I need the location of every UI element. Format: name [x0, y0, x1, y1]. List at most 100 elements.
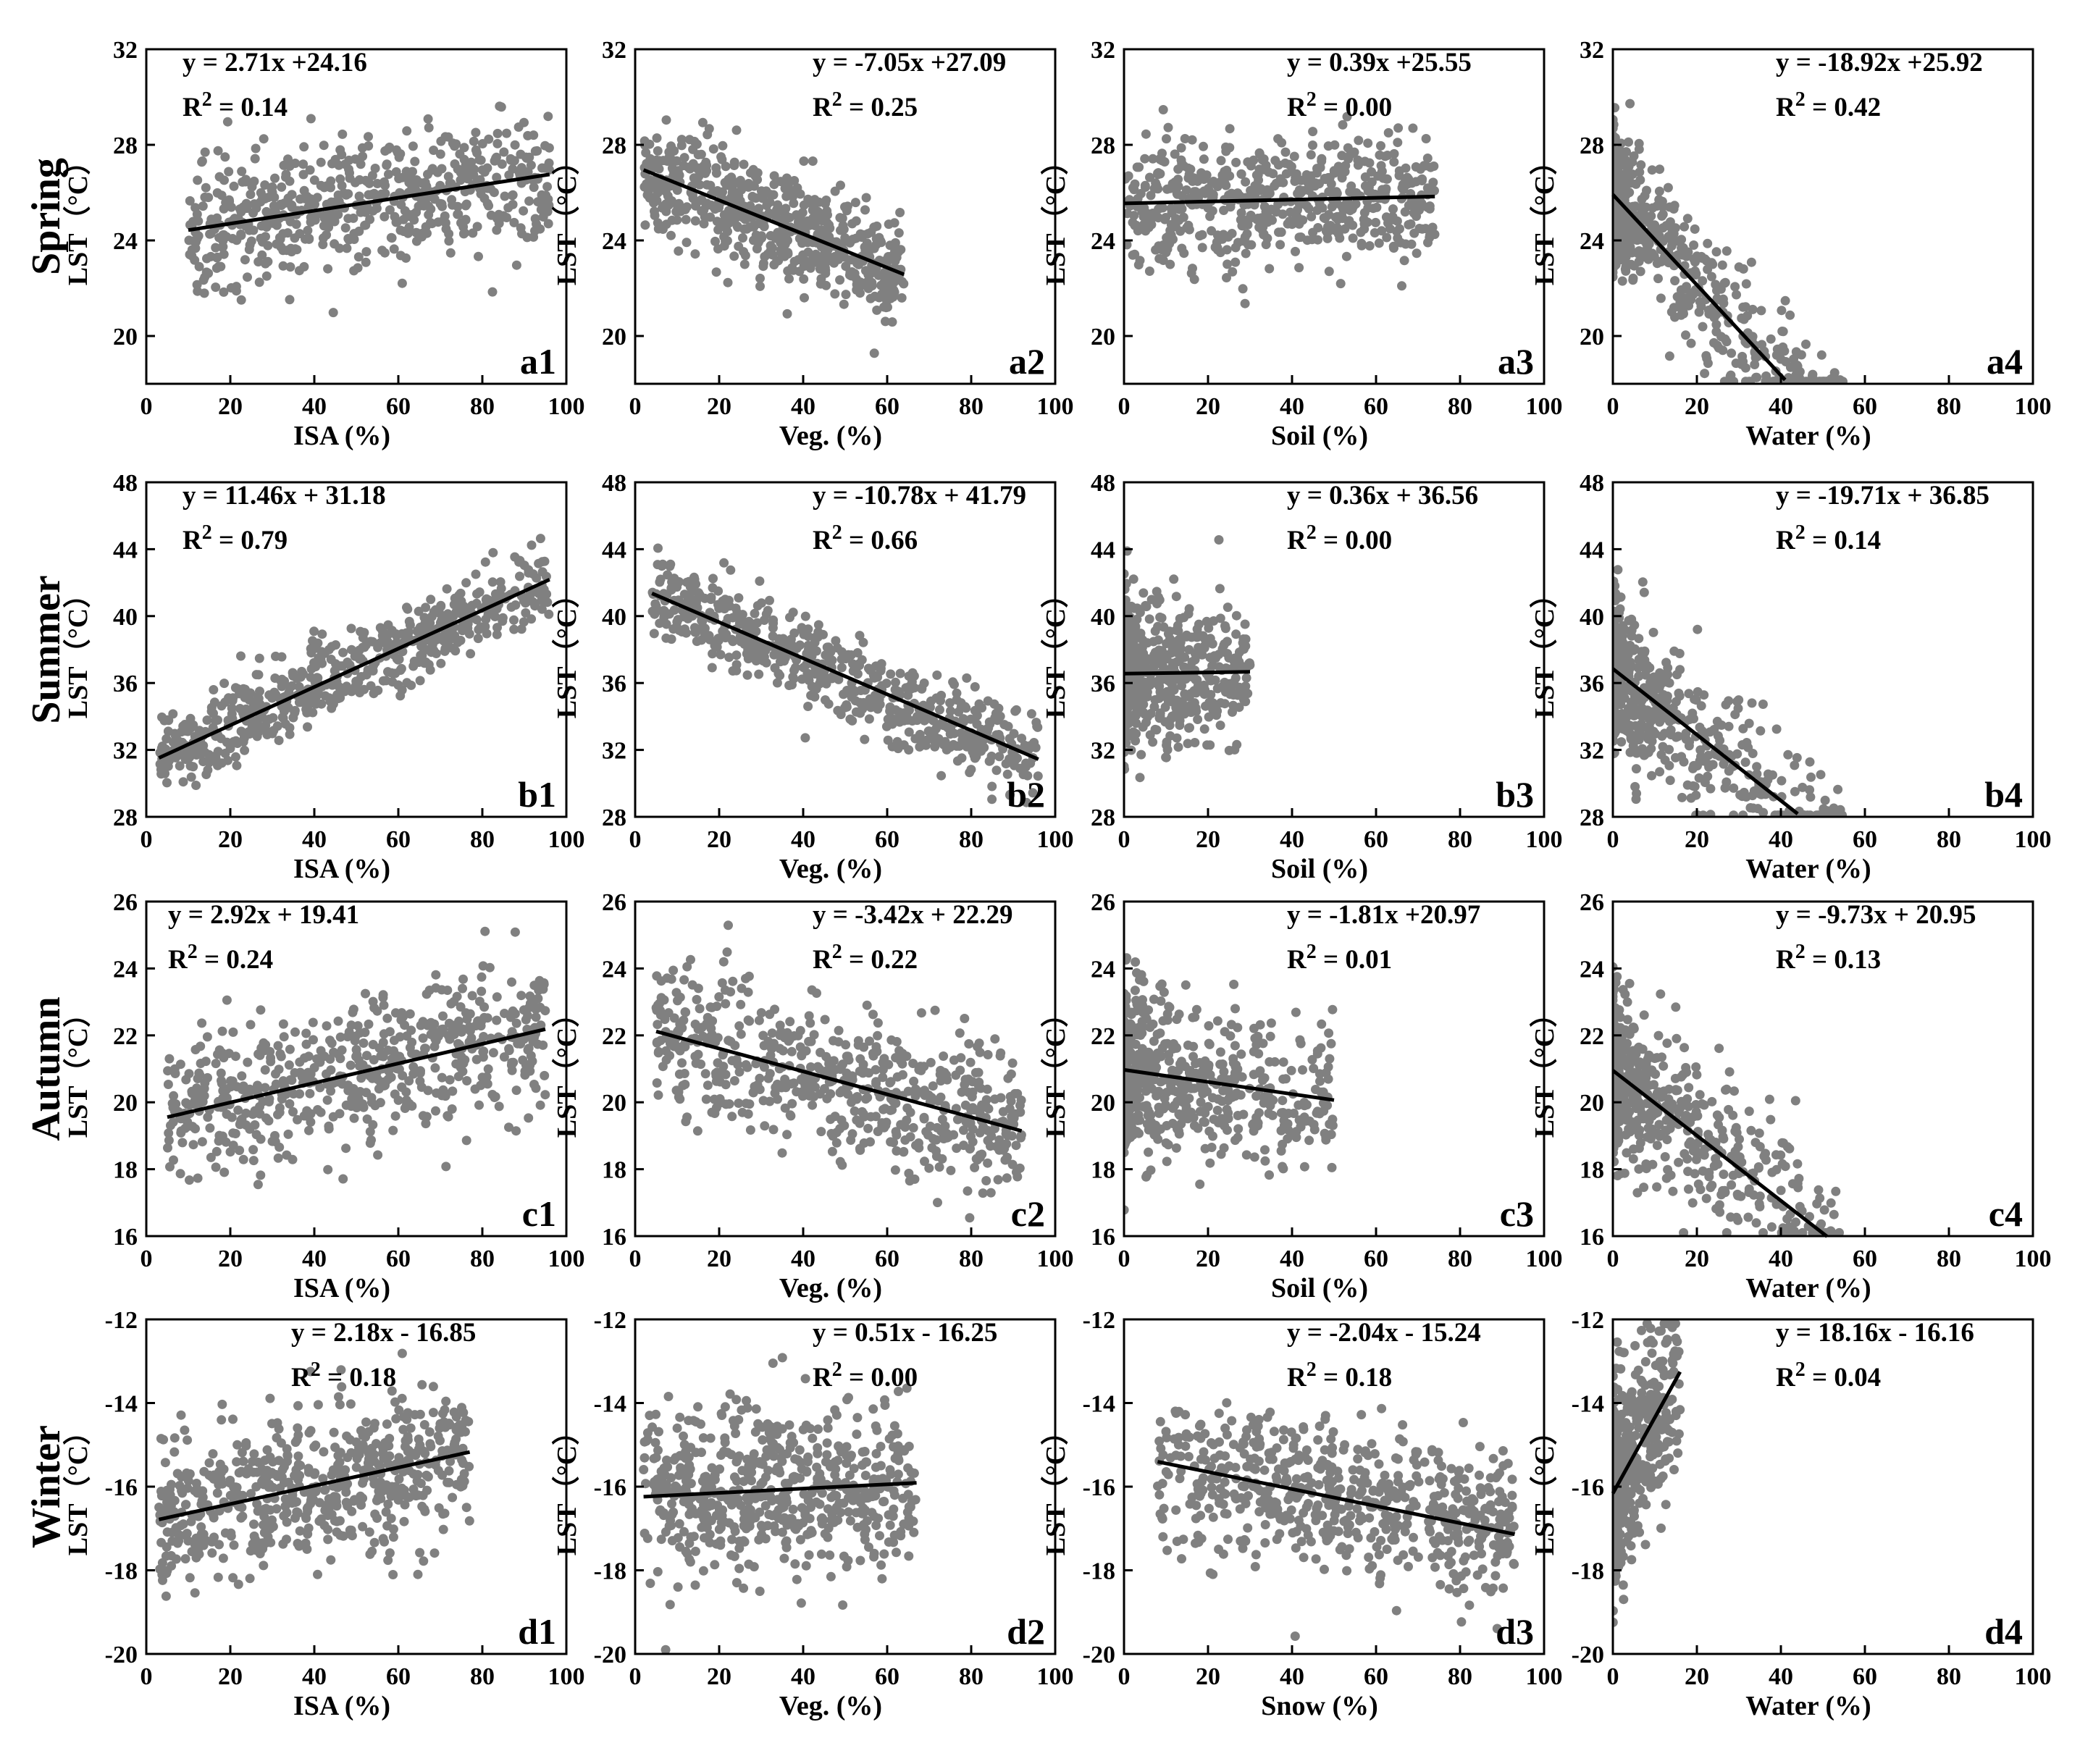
data-point: [716, 650, 726, 660]
data-point: [1422, 202, 1433, 212]
data-point: [669, 605, 679, 615]
data-point: [436, 136, 446, 146]
data-point: [1307, 211, 1317, 222]
data-point: [949, 679, 959, 689]
data-point: [342, 243, 352, 253]
data-point: [543, 219, 553, 229]
data-point: [527, 540, 537, 550]
data-point: [666, 585, 676, 595]
data-point: [831, 636, 841, 646]
data-point: [1370, 228, 1380, 238]
data-point: [1670, 276, 1680, 286]
data-point: [1199, 689, 1209, 700]
data-point: [1695, 745, 1706, 755]
plot-frame-a4: [1611, 48, 2034, 385]
data-point: [1245, 660, 1255, 670]
data-point: [1268, 169, 1278, 179]
data-point: [1630, 620, 1640, 630]
data-point: [895, 668, 905, 679]
data-point: [681, 214, 691, 224]
data-point: [1698, 756, 1708, 766]
data-point: [392, 145, 401, 155]
data-point: [779, 230, 789, 240]
data-point: [1618, 637, 1627, 647]
data-point: [819, 257, 829, 267]
data-point: [1340, 167, 1350, 177]
data-point: [884, 277, 894, 287]
y-tick-label: 32: [602, 738, 626, 765]
data-point: [287, 200, 297, 210]
data-point: [1666, 241, 1677, 251]
data-point: [784, 681, 794, 690]
data-point: [799, 200, 809, 210]
data-point: [1376, 140, 1385, 151]
data-point: [1738, 264, 1748, 274]
x-tick-label: 80: [1448, 393, 1472, 420]
data-point: [814, 197, 824, 207]
data-point: [338, 647, 348, 658]
y-tick-label: 28: [1580, 133, 1604, 159]
data-point: [529, 130, 539, 140]
data-point: [734, 209, 744, 219]
data-point: [1642, 185, 1651, 196]
data-point: [734, 593, 744, 603]
data-point: [652, 133, 662, 143]
data-point: [842, 702, 852, 712]
data-point: [869, 222, 879, 232]
r2-a4: R2 = 0.42: [1776, 88, 1881, 122]
data-point: [932, 670, 942, 680]
data-point: [1327, 202, 1337, 212]
data-point: [1124, 738, 1131, 748]
data-point: [1223, 602, 1233, 613]
data-point: [1622, 721, 1632, 731]
data-point: [1392, 216, 1402, 226]
data-point: [761, 658, 771, 668]
data-point: [443, 609, 453, 619]
data-point: [1175, 721, 1185, 730]
data-point: [794, 233, 805, 243]
data-point: [858, 230, 868, 240]
data-point: [1333, 161, 1343, 172]
data-point: [274, 736, 284, 745]
x-tick-label: 20: [707, 826, 731, 853]
data-point: [1790, 760, 1800, 770]
r2-b3: R2 = 0.00: [1287, 521, 1392, 555]
data-point: [1833, 784, 1843, 794]
data-point: [422, 228, 432, 238]
data-point: [776, 651, 786, 661]
y-axis-label-b3: LST（°C）: [1041, 581, 1071, 718]
data-point: [348, 213, 358, 223]
data-point: [236, 230, 246, 240]
data-point: [261, 271, 272, 281]
data-point: [970, 682, 980, 692]
data-point: [1730, 282, 1740, 292]
data-point: [1278, 209, 1288, 219]
data-point: [158, 760, 168, 770]
data-point: [1718, 345, 1728, 356]
data-point: [185, 196, 195, 206]
x-tick-label: 0: [141, 826, 153, 853]
data-point: [772, 678, 782, 688]
data-point: [497, 159, 507, 169]
data-point: [1165, 183, 1175, 193]
data-point: [1627, 169, 1637, 180]
data-point: [448, 200, 458, 210]
data-point: [1757, 340, 1767, 350]
data-point: [1228, 707, 1237, 717]
data-point: [309, 658, 319, 668]
data-point: [842, 206, 852, 216]
data-point: [387, 233, 397, 243]
data-point: [356, 653, 366, 663]
data-point: [1173, 181, 1183, 191]
data-point: [212, 213, 222, 223]
data-point: [1371, 217, 1380, 227]
data-point: [1690, 224, 1700, 234]
data-point: [1256, 184, 1266, 194]
data-point: [1150, 724, 1160, 734]
data-point: [1224, 688, 1234, 698]
r2-b1: R2 = 0.79: [183, 521, 288, 555]
points-b1: [155, 534, 554, 790]
data-point: [1758, 700, 1768, 709]
data-point: [726, 208, 736, 217]
x-tick-label: 80: [470, 826, 495, 853]
